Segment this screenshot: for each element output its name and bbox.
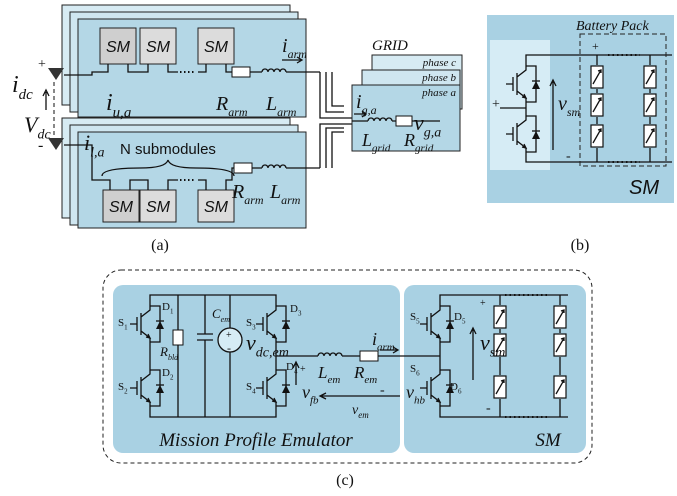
label-main: D bbox=[290, 303, 298, 315]
label-main: v bbox=[480, 330, 490, 355]
label: N submodules bbox=[120, 141, 216, 158]
label: SM bbox=[629, 177, 659, 199]
label-main: R bbox=[353, 363, 365, 382]
label-main: v bbox=[558, 93, 567, 115]
label-main: i bbox=[12, 72, 19, 98]
label: + bbox=[300, 364, 306, 375]
label-main: D bbox=[162, 301, 170, 313]
label: - bbox=[38, 137, 43, 154]
label-sub: arm bbox=[377, 341, 395, 353]
label-sub: 4 bbox=[294, 367, 298, 375]
label: (a) bbox=[151, 237, 169, 254]
label-main: v bbox=[414, 110, 424, 135]
label-main: i bbox=[106, 90, 113, 116]
label-sub: u,a bbox=[113, 105, 132, 121]
label: Battery Pack bbox=[576, 19, 649, 34]
label-main: D bbox=[450, 381, 458, 393]
label-main: v bbox=[406, 382, 414, 402]
label-sub: hb bbox=[414, 394, 426, 406]
label: phase b bbox=[421, 72, 456, 84]
label: SM bbox=[204, 39, 229, 56]
label-main: D bbox=[454, 311, 462, 323]
label: (b) bbox=[571, 237, 590, 254]
label: SM bbox=[109, 199, 134, 216]
label-main: R bbox=[215, 93, 228, 115]
label-sub: em bbox=[358, 410, 369, 420]
label-sub: bld bbox=[168, 353, 179, 362]
label: Mission Profile Emulator bbox=[158, 430, 353, 451]
label-main: v bbox=[246, 330, 256, 355]
figure: SMSMSMSMSMSMN submodulesidcVdciu,ail,aRa… bbox=[0, 0, 677, 496]
label-sub: 1 bbox=[124, 323, 128, 331]
label-sub: fb bbox=[310, 394, 319, 406]
label-sub: dc,em bbox=[256, 346, 289, 361]
label: SM bbox=[146, 199, 171, 216]
label: - bbox=[380, 383, 385, 398]
label: phase c bbox=[422, 57, 456, 69]
label-sub: grid bbox=[415, 142, 434, 154]
label-sub: arm bbox=[244, 193, 264, 207]
label-sub: em bbox=[221, 315, 231, 324]
label-sub: em bbox=[327, 374, 340, 386]
label: (c) bbox=[336, 472, 354, 489]
label-main: L bbox=[317, 363, 327, 382]
upper-arm bbox=[62, 5, 320, 117]
label: - bbox=[486, 401, 491, 416]
label: + bbox=[492, 97, 500, 112]
label-sub: 4 bbox=[252, 387, 256, 395]
battery-submodule bbox=[487, 15, 674, 203]
label-sub: grid bbox=[372, 142, 391, 154]
label: + bbox=[592, 39, 599, 53]
label-main: C bbox=[212, 306, 221, 321]
label: phase a bbox=[421, 87, 456, 99]
label-sub: 2 bbox=[124, 387, 128, 395]
label-main: L bbox=[265, 93, 277, 115]
label-sub: arm bbox=[281, 193, 301, 207]
label: - bbox=[227, 341, 231, 355]
label: + bbox=[226, 330, 232, 341]
label-sub: 6 bbox=[416, 369, 420, 377]
label-main: v bbox=[302, 382, 310, 402]
label-sub: arm bbox=[277, 105, 297, 119]
label-sub: 6 bbox=[458, 387, 462, 395]
label-sub: 5 bbox=[462, 317, 466, 325]
label-sub: 2 bbox=[170, 373, 174, 381]
label-main: L bbox=[269, 181, 281, 203]
label-main: L bbox=[361, 130, 372, 150]
label-main: D bbox=[286, 361, 294, 373]
label: - bbox=[566, 149, 571, 164]
label-sub: l,a bbox=[90, 146, 104, 161]
label: + bbox=[38, 57, 46, 72]
label-sub: dc bbox=[19, 87, 34, 103]
label-sub: 3 bbox=[298, 309, 302, 317]
label: SM bbox=[535, 430, 562, 451]
label: SM bbox=[204, 199, 229, 216]
label-main: R bbox=[159, 344, 168, 359]
label-sub: 5 bbox=[416, 317, 420, 325]
label-sub: g,a bbox=[424, 126, 442, 141]
label-main: R bbox=[403, 130, 415, 150]
label-sub: arm bbox=[288, 47, 308, 61]
label-sub: sm bbox=[490, 346, 506, 361]
label-sub: 1 bbox=[170, 307, 174, 315]
label-sub: sm bbox=[567, 105, 581, 119]
label: + bbox=[480, 298, 486, 309]
label-main: R bbox=[231, 181, 244, 203]
label: idc bbox=[12, 72, 33, 103]
label: SM bbox=[146, 39, 171, 56]
label: SM bbox=[106, 39, 131, 56]
label-main: D bbox=[162, 367, 170, 379]
label-sub: em bbox=[364, 374, 377, 386]
label: GRID bbox=[372, 38, 408, 54]
lower-arm bbox=[62, 118, 320, 228]
label-sub: arm bbox=[228, 105, 248, 119]
label-sub: g,a bbox=[362, 103, 377, 117]
